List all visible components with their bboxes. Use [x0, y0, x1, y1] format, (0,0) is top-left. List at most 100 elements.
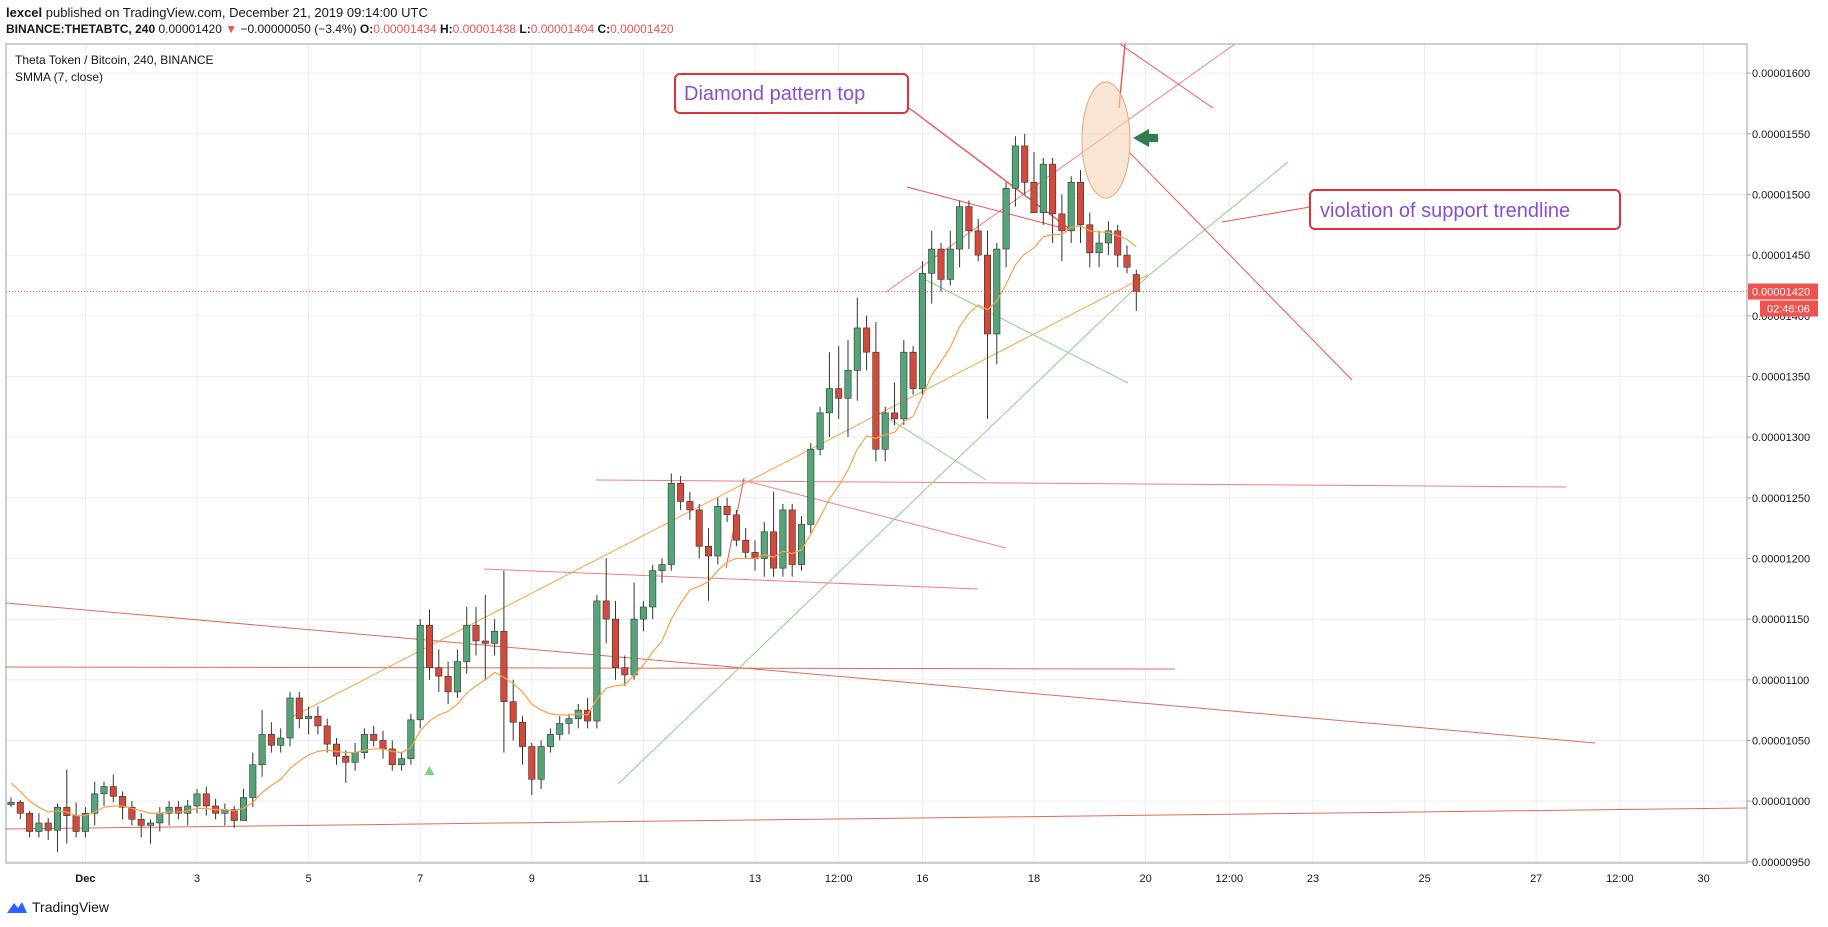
time-tick-label: 18 [1028, 873, 1040, 885]
candle-body [1067, 182, 1075, 232]
candle-body [342, 755, 350, 763]
candle-body [147, 822, 155, 826]
diamond-line-b [879, 412, 987, 481]
candle-body [788, 509, 796, 565]
candle-body [119, 795, 127, 808]
trendline-1 [483, 568, 979, 590]
symbol-label: BINANCE:THETABTC, 240 [6, 22, 156, 36]
price-tick-label: 0.00001000 [1752, 796, 1810, 808]
candle-body [416, 624, 424, 721]
time-tick-label: 25 [1418, 873, 1430, 885]
time-tick-label: 11 [638, 873, 649, 885]
candle-body [193, 793, 201, 807]
violation-pointer [1221, 206, 1311, 223]
candle-body [630, 618, 638, 676]
time-tick-label: 5 [306, 873, 312, 885]
candle-body [602, 600, 610, 620]
highlight-ellipse [1081, 81, 1131, 199]
close-value: 0.00001420 [610, 22, 674, 36]
price-tick-label: 0.00001550 [1752, 129, 1810, 141]
support-line-bottom [5, 807, 1748, 830]
tradingview-brand[interactable]: TradingView [6, 899, 109, 915]
time-axis: Dec 3 5 7 9 11 13 12:00 16 18 20 12:00 23 25 27 12:00 30 [6, 862, 1747, 885]
high-value: 0.00001438 [452, 22, 517, 36]
time-tick-label: 9 [529, 873, 535, 885]
candle-body [463, 624, 471, 662]
candle-body [974, 230, 982, 256]
violation-line [1129, 152, 1353, 381]
candle-body [881, 412, 889, 450]
legend-title: Theta Token / Bitcoin, 240, BINANCE [15, 53, 214, 67]
open-label: O: [359, 22, 374, 36]
candle-body [379, 740, 387, 750]
candle-body [816, 412, 824, 450]
candle-body [137, 819, 145, 826]
candle-body [1011, 145, 1019, 189]
trendline-3 [741, 479, 1007, 549]
candle-body [844, 370, 852, 399]
candle-body [835, 388, 843, 399]
time-tick-label: 13 [749, 873, 761, 885]
candle-body [174, 806, 182, 814]
price-tick-label: 0.00001350 [1752, 371, 1810, 383]
candle-body [323, 725, 331, 745]
candle-body [332, 743, 340, 757]
price-tag-label: 0.00001420 [1752, 287, 1810, 299]
candle-body [742, 539, 750, 553]
candle-body [611, 618, 619, 668]
candle-body [983, 254, 991, 335]
candle-body [779, 509, 787, 569]
candle-body [100, 786, 108, 795]
candle-body [1039, 163, 1047, 213]
publish-info: published on TradingView.com, December 2… [45, 5, 428, 20]
candle-body [7, 802, 15, 806]
price-tick-label: 0.00001150 [1752, 614, 1809, 626]
price-chart[interactable]: 0.00001600 0.00001550 0.00001500 0.00001450… [0, 0, 1828, 895]
low-value: 0.00001404 [530, 22, 595, 36]
resistance-line-long [5, 602, 1596, 744]
candle-body [723, 505, 731, 516]
candle-body [314, 715, 322, 727]
candle-body [918, 273, 926, 389]
time-tick-label: Dec [75, 873, 95, 885]
channel-bottom-ext [1147, 161, 1289, 277]
candle-body [44, 822, 52, 831]
candle-body [797, 524, 805, 565]
ohlc-line: BINANCE:THETABTC, 240 0.00001420 ▼ −0.00… [6, 22, 674, 36]
price-tag-box [1748, 283, 1818, 300]
candle-body [770, 531, 778, 569]
last-price: 0.00001420 [158, 22, 222, 36]
candle-body [407, 719, 415, 759]
price-tick-label: 0.00001450 [1752, 250, 1810, 262]
candle-body [946, 248, 954, 280]
candle-body [230, 809, 238, 821]
candle-body [658, 564, 666, 571]
time-tick-label: 12:00 [1216, 873, 1244, 885]
time-tick-label: 3 [194, 873, 200, 885]
candle-body [81, 812, 89, 832]
author-name[interactable]: lexcel [6, 5, 43, 20]
candle-body [1030, 182, 1038, 213]
candle-body [16, 802, 24, 814]
candle-body [202, 793, 210, 807]
price-tick-label: 0.00001300 [1752, 432, 1810, 444]
candle-body [128, 806, 136, 820]
candle-body [351, 752, 359, 763]
top-pointer [1119, 43, 1214, 109]
candle-body [565, 718, 573, 724]
price-tick-label: 0.00000950 [1752, 857, 1810, 869]
countdown-label: 02:46:06 [1767, 304, 1810, 316]
legend-indicator: SMMA (7, close) [15, 70, 103, 84]
green-arrow-icon [1133, 129, 1158, 147]
close-label: C: [597, 22, 611, 36]
candle-body [760, 531, 768, 559]
smma-layer [10, 225, 1137, 817]
candle-body [72, 815, 80, 832]
candle-body [286, 697, 294, 739]
countdown-box [1760, 300, 1818, 317]
time-tick-label: 23 [1307, 873, 1319, 885]
violation-annotation-box [1309, 189, 1621, 230]
candle-body [956, 206, 964, 250]
candle-body [1104, 230, 1112, 244]
candle-body [528, 746, 536, 780]
